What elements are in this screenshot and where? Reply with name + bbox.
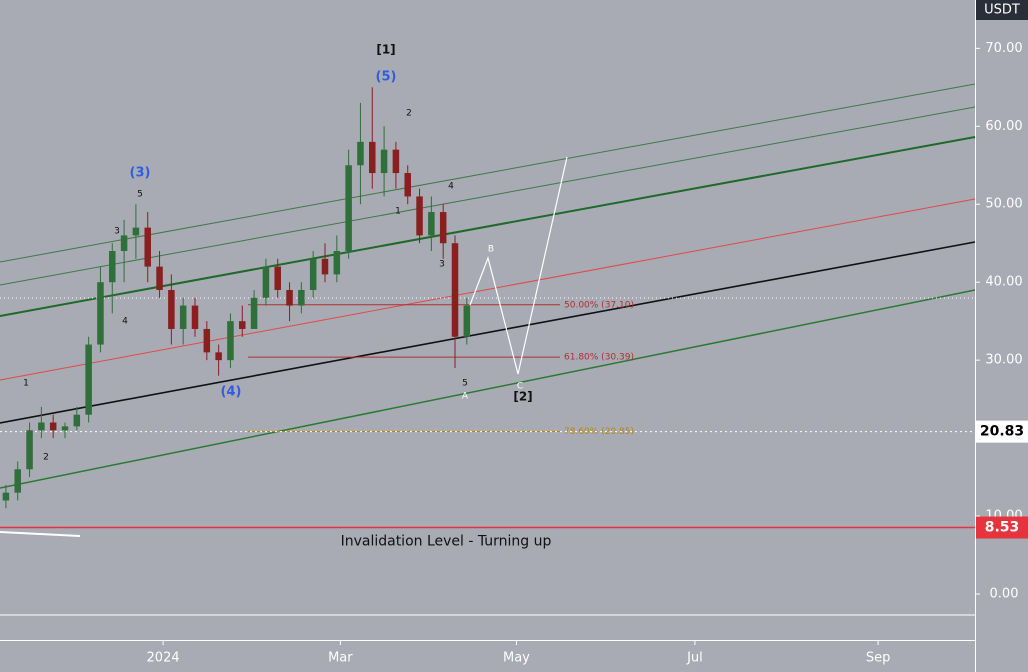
candle-body	[179, 305, 187, 329]
candle-body	[97, 282, 104, 345]
invalidation-label: Invalidation Level - Turning up	[341, 534, 552, 550]
candle-body	[380, 149, 388, 174]
wave-label: 4	[122, 317, 128, 327]
wave-label: 2	[406, 109, 412, 119]
price-tag	[976, 516, 1028, 539]
candle-body	[309, 258, 317, 290]
y-tick-label: 40.00	[985, 275, 1022, 290]
candle-body	[262, 266, 270, 298]
candle-body	[73, 414, 81, 427]
candle-body	[168, 289, 175, 329]
candle-body	[61, 426, 69, 431]
candle-body	[156, 266, 163, 290]
currency-label: USDT	[984, 3, 1020, 18]
candle-body	[439, 212, 447, 244]
wave-label: 1	[395, 207, 401, 217]
candle-body	[404, 173, 411, 197]
candle-body	[132, 227, 140, 236]
fib-label: 78.60% (20.85)	[564, 427, 634, 437]
wave-label: (3)	[130, 166, 151, 181]
y-tick-label: 60.00	[985, 119, 1022, 134]
candle-body	[144, 227, 151, 267]
projection	[469, 156, 568, 375]
y-tick-label: 30.00	[985, 353, 1022, 368]
drawing	[0, 531, 81, 537]
wave-label: (5)	[376, 70, 397, 85]
candle-body	[286, 289, 293, 306]
price-tag-label: 8.53	[985, 520, 1020, 536]
candle-body	[357, 141, 364, 166]
wave-label: [2]	[513, 390, 532, 404]
candle-body	[38, 422, 45, 431]
price-tag-label: 20.83	[980, 424, 1024, 440]
wave-label: 3	[439, 260, 445, 270]
x-tick-label: Mar	[328, 651, 353, 666]
candle-body	[26, 430, 33, 470]
y-tick-label: 70.00	[985, 41, 1022, 56]
y-tick-label: 0.00	[990, 587, 1019, 602]
candle-body	[2, 492, 10, 501]
trendline	[0, 83, 976, 263]
x-tick-label: Jul	[686, 651, 703, 666]
candle-body	[392, 149, 400, 174]
candle-body	[85, 344, 92, 415]
price-tag	[976, 420, 1028, 443]
wave-label: 5	[462, 379, 468, 389]
wave-label: 1	[23, 379, 29, 389]
candle-body	[14, 469, 21, 493]
candle-body	[120, 235, 128, 252]
x-tick-label: 2024	[147, 651, 180, 666]
candle-body	[274, 266, 281, 290]
trendline	[0, 289, 976, 489]
candle-body	[298, 289, 305, 306]
candle-body	[203, 328, 211, 353]
candle-body	[227, 321, 234, 361]
candle-body	[345, 165, 352, 252]
fib-label: 50.00% (37.10)	[564, 300, 634, 310]
wave-label: 4	[448, 182, 454, 192]
wave-label: 5	[137, 190, 143, 200]
candle-body	[239, 321, 246, 329]
y-tick-label: 50.00	[985, 197, 1022, 212]
wave-label: [1]	[376, 43, 395, 57]
x-tick-label: Sep	[866, 651, 891, 666]
candle-body	[428, 212, 435, 236]
candle-body	[191, 305, 199, 329]
wave-label: 2	[43, 453, 49, 463]
candle-body	[451, 243, 459, 337]
trendline	[0, 241, 976, 424]
candle-body	[463, 305, 471, 337]
currency-box	[976, 0, 1028, 20]
candle-body	[333, 251, 341, 275]
candle-body	[369, 141, 376, 174]
wave-label: C	[517, 382, 523, 392]
trendline	[0, 198, 976, 381]
candle-body	[250, 297, 258, 329]
candle-body	[321, 258, 329, 275]
fib-label: 61.80% (30.39)	[564, 353, 634, 363]
wave-label: B	[488, 245, 494, 255]
trendline	[0, 106, 976, 286]
wave-label: A	[462, 392, 469, 402]
candle-body	[416, 196, 423, 236]
candle-body	[109, 251, 116, 283]
wave-label: 3	[114, 227, 120, 237]
x-tick-label: May	[503, 651, 530, 666]
candle-body	[215, 352, 222, 361]
wave-label: (4)	[221, 385, 242, 400]
candle-body	[49, 422, 57, 431]
